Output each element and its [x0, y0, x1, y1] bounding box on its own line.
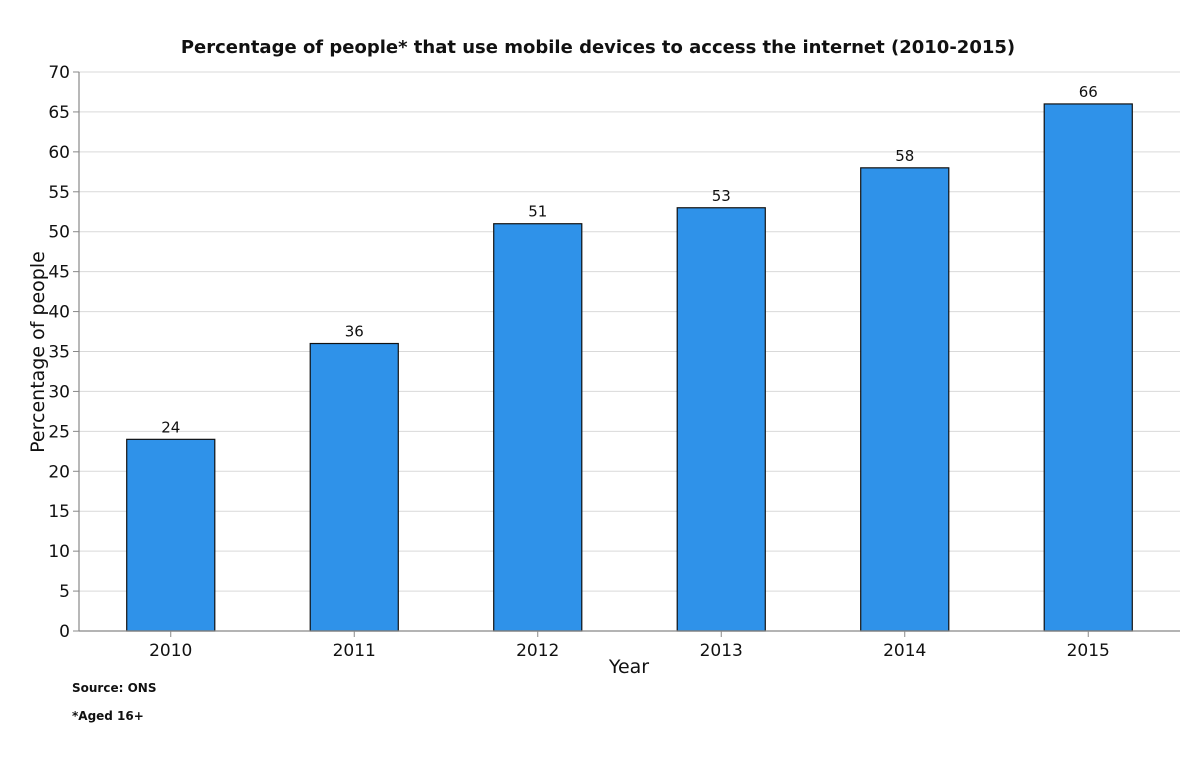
x-tick-label: 2010	[149, 641, 192, 661]
data-label: 66	[1079, 83, 1098, 101]
data-label: 51	[528, 203, 547, 221]
source-note: Source: ONS	[72, 681, 157, 695]
y-tick-label: 40	[48, 303, 70, 323]
chart-title: Percentage of people* that use mobile de…	[181, 37, 1015, 58]
gridlines	[79, 71, 1180, 592]
y-tick-label: 15	[48, 502, 70, 522]
y-tick-label: 55	[48, 183, 70, 203]
y-axis-ticks: 0 5 10 15 20 25 30 35 40 45 50 55 60 65 70	[48, 63, 79, 642]
x-tick-label: 2011	[333, 641, 376, 661]
y-tick-label: 65	[48, 103, 70, 123]
y-tick-label: 30	[48, 382, 70, 402]
y-axis-label: Percentage of people	[27, 251, 49, 453]
y-tick-label: 35	[48, 343, 70, 363]
data-label: 36	[345, 323, 364, 341]
y-tick-label: 70	[48, 63, 70, 83]
bar-2013	[676, 207, 766, 632]
x-tick-label: 2013	[700, 641, 743, 661]
y-tick-label: 0	[59, 622, 70, 642]
x-axis-label: Year	[608, 656, 649, 678]
x-tick-label: 2012	[516, 641, 559, 661]
bar-2015	[1043, 103, 1133, 632]
bar-2014	[860, 167, 950, 632]
y-tick-label: 20	[48, 462, 70, 482]
y-tick-label: 10	[48, 542, 70, 562]
y-tick-label: 45	[48, 263, 70, 283]
y-tick-label: 60	[48, 143, 70, 163]
footnote: *Aged 16+	[72, 709, 144, 723]
bar-2011	[309, 342, 399, 632]
y-tick-label: 50	[48, 223, 70, 243]
x-tick-label: 2014	[883, 641, 926, 661]
x-tick-label: 2015	[1067, 641, 1110, 661]
bar-2010	[126, 438, 216, 632]
y-tick-label: 5	[59, 582, 70, 602]
y-tick-label: 25	[48, 422, 70, 442]
data-label: 58	[895, 147, 914, 165]
x-axis-ticks: 2010 2011 2012 2013 2014 2015	[149, 631, 1110, 661]
data-label: 24	[161, 418, 180, 436]
bars: 24 36 51 53 58 66	[126, 83, 1133, 632]
data-label: 53	[712, 187, 731, 205]
bar-2012	[493, 223, 583, 632]
